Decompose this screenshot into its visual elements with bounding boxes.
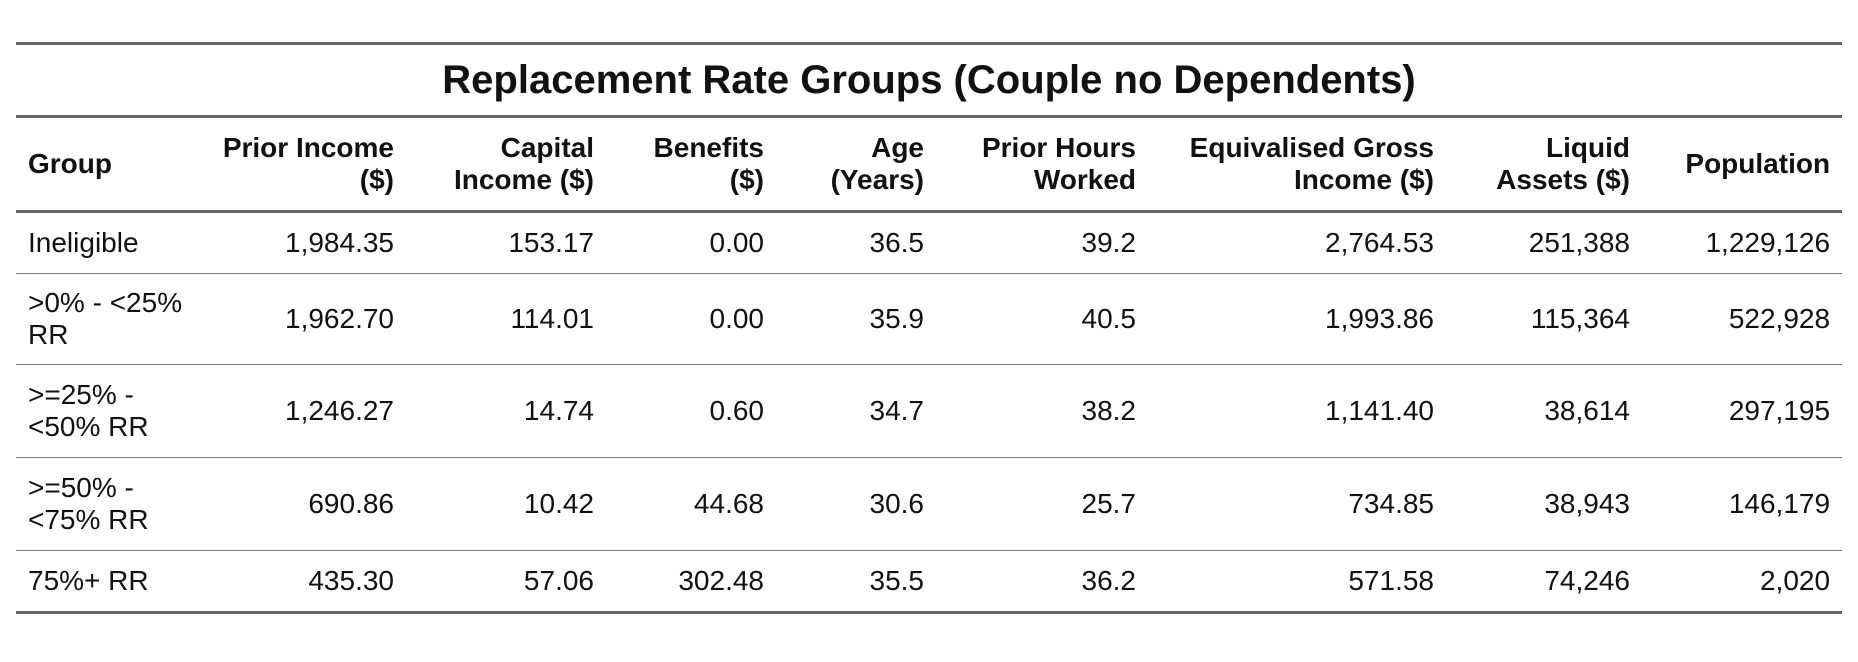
table-cell: 14.74 [406,364,606,458]
table-cell: 10.42 [406,457,606,551]
table-cell: 0.60 [606,364,776,458]
column-header-population: Population [1642,116,1843,213]
table-cell: 35.9 [776,273,936,365]
table-cell: 115,364 [1446,273,1642,365]
column-header-liquid-assets: Liquid Assets ($) [1446,116,1642,213]
table-cell: 2,764.53 [1148,211,1446,274]
column-header-benefits: Benefits ($) [606,116,776,213]
table-cell: 39.2 [936,211,1148,274]
column-header-prior-income: Prior Income ($) [206,116,406,213]
table-row: >=25% - <50% RR 1,246.27 14.74 0.60 34.7… [16,364,1843,458]
table-cell: 38,943 [1446,457,1642,551]
table-cell: 114.01 [406,273,606,365]
table-cell: 0.00 [606,273,776,365]
table-cell: 2,020 [1642,550,1843,614]
table-cell: 1,993.86 [1148,273,1446,365]
table-cell: 146,179 [1642,457,1843,551]
table-cell: 522,928 [1642,273,1843,365]
table-cell: >=50% - <75% RR [16,457,206,551]
table-cell: 44.68 [606,457,776,551]
table-cell: 734.85 [1148,457,1446,551]
table-cell: 251,388 [1446,211,1642,274]
table-cell: 75%+ RR [16,550,206,614]
table-cell: 36.2 [936,550,1148,614]
table-cell: 1,246.27 [206,364,406,458]
table-cell: >0% - <25% RR [16,273,206,365]
table-cell: 36.5 [776,211,936,274]
table-cell: 34.7 [776,364,936,458]
table-cell: 690.86 [206,457,406,551]
replacement-rate-table: Replacement Rate Groups (Couple no Depen… [16,42,1843,614]
table-cell: 35.5 [776,550,936,614]
table-cell: 153.17 [406,211,606,274]
table-row: Ineligible 1,984.35 153.17 0.00 36.5 39.… [16,211,1843,274]
column-header-age: Age (Years) [776,116,936,213]
table-row: >=50% - <75% RR 690.86 10.42 44.68 30.6 … [16,457,1843,551]
table-cell: 25.7 [936,457,1148,551]
table-cell: 302.48 [606,550,776,614]
column-header-group: Group [16,116,206,213]
table-cell: Ineligible [16,211,206,274]
table-cell: 40.5 [936,273,1148,365]
table-row: 75%+ RR 435.30 57.06 302.48 35.5 36.2 57… [16,550,1843,614]
table-cell: 0.00 [606,211,776,274]
column-header-prior-hours-worked: Prior Hours Worked [936,116,1148,213]
table-cell: 30.6 [776,457,936,551]
table-row: >0% - <25% RR 1,962.70 114.01 0.00 35.9 … [16,273,1843,365]
table-cell: 1,984.35 [206,211,406,274]
table-title: Replacement Rate Groups (Couple no Depen… [16,42,1843,118]
table-cell: 38,614 [1446,364,1642,458]
column-header-capital-income: Capital Income ($) [406,116,606,213]
table-cell: 1,141.40 [1148,364,1446,458]
table-cell: 571.58 [1148,550,1446,614]
table-cell: 1,229,126 [1642,211,1843,274]
table-cell: 74,246 [1446,550,1642,614]
table-cell: 1,962.70 [206,273,406,365]
table-cell: 38.2 [936,364,1148,458]
column-header-equivalised-gross-income: Equivalised Gross Income ($) [1148,116,1446,213]
table-container: Replacement Rate Groups (Couple no Depen… [16,42,1843,614]
table-cell: 57.06 [406,550,606,614]
table-cell: 435.30 [206,550,406,614]
table-cell: >=25% - <50% RR [16,364,206,458]
table-cell: 297,195 [1642,364,1843,458]
